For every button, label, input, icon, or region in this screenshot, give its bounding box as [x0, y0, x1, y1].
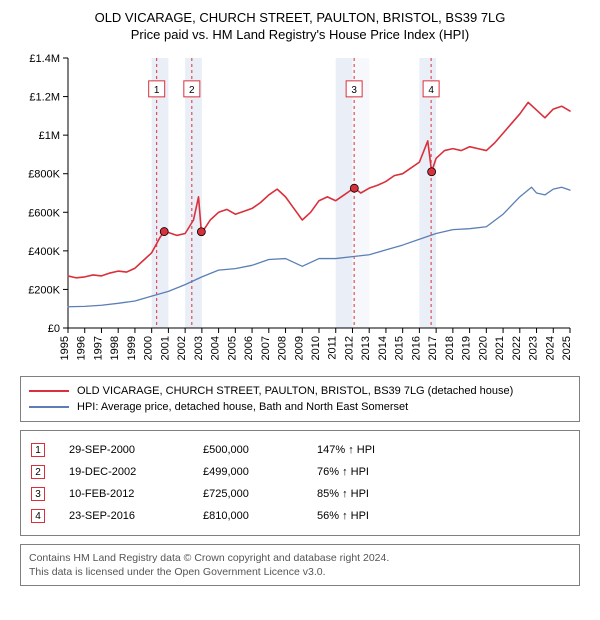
marker-number: 1 [154, 85, 160, 96]
chart-title: OLD VICARAGE, CHURCH STREET, PAULTON, BR… [10, 10, 590, 25]
legend-row: HPI: Average price, detached house, Bath… [29, 399, 571, 415]
x-tick-label: 2025 [561, 336, 573, 360]
y-tick-label: £400K [28, 246, 60, 258]
x-tick-label: 2015 [394, 336, 406, 360]
marker-number: 3 [351, 85, 357, 96]
x-tick-label: 2006 [243, 336, 255, 360]
row-price: £810,000 [203, 510, 293, 522]
year-band [336, 58, 353, 328]
x-tick-label: 2003 [193, 336, 205, 360]
y-tick-label: £1.4M [29, 53, 60, 65]
x-tick-label: 2023 [528, 336, 540, 360]
y-tick-label: £1M [39, 130, 60, 142]
chart-subtitle: Price paid vs. HM Land Registry's House … [10, 27, 590, 42]
legend-label: OLD VICARAGE, CHURCH STREET, PAULTON, BR… [77, 385, 513, 397]
y-tick-label: £800K [28, 169, 60, 181]
x-tick-label: 2012 [343, 336, 355, 360]
table-row: 4 23-SEP-2016 £810,000 56% ↑ HPI [31, 505, 569, 527]
x-tick-label: 2009 [293, 336, 305, 360]
table-row: 1 29-SEP-2000 £500,000 147% ↑ HPI [31, 439, 569, 461]
x-tick-label: 2021 [494, 336, 506, 360]
chart-svg: £0 £200K £400K £600K £800K £1M £1.2M £1.4M 1995 1… [20, 48, 580, 368]
x-tick-label: 2013 [360, 336, 372, 360]
x-tick-label: 2008 [277, 336, 289, 360]
transaction-dot [428, 168, 436, 176]
x-tick-label: 2000 [143, 336, 155, 360]
chart-area: £0 £200K £400K £600K £800K £1M £1.2M £1.4M 1995 1… [20, 48, 580, 368]
row-date: 23-SEP-2016 [69, 510, 179, 522]
legend-swatch [29, 406, 69, 408]
row-date: 29-SEP-2000 [69, 444, 179, 456]
x-tick-label: 1998 [109, 336, 121, 360]
row-pct: 85% ↑ HPI [317, 488, 417, 500]
transaction-dot [350, 184, 358, 192]
row-marker: 3 [31, 487, 45, 501]
row-date: 19-DEC-2002 [69, 466, 179, 478]
x-tick-label: 2001 [159, 336, 171, 360]
legend-label: HPI: Average price, detached house, Bath… [77, 401, 408, 413]
x-tick-label: 2016 [410, 336, 422, 360]
marker-number: 4 [428, 85, 434, 96]
licence-box: Contains HM Land Registry data © Crown c… [20, 544, 580, 586]
table-row: 3 10-FEB-2012 £725,000 85% ↑ HPI [31, 483, 569, 505]
x-tick-label: 2022 [511, 336, 523, 360]
legend-box: OLD VICARAGE, CHURCH STREET, PAULTON, BR… [20, 376, 580, 422]
x-tick-label: 2011 [327, 336, 339, 360]
year-band [419, 58, 436, 328]
row-marker: 1 [31, 443, 45, 457]
x-tick-label: 2005 [226, 336, 238, 360]
x-tick-label: 2004 [210, 336, 222, 360]
transaction-table: 1 29-SEP-2000 £500,000 147% ↑ HPI 2 19-DEC-20… [20, 430, 580, 536]
marker-number: 2 [189, 85, 195, 96]
legend-row: OLD VICARAGE, CHURCH STREET, PAULTON, BR… [29, 383, 571, 399]
legend-swatch [29, 390, 69, 392]
x-tick-label: 2007 [260, 336, 272, 360]
row-marker: 2 [31, 465, 45, 479]
x-tick-label: 2019 [461, 336, 473, 360]
y-tick-label: £600K [28, 207, 60, 219]
x-tick-label: 2017 [427, 336, 439, 360]
row-price: £500,000 [203, 444, 293, 456]
row-price: £725,000 [203, 488, 293, 500]
x-tick-label: 2024 [544, 336, 556, 360]
x-tick-label: 2002 [176, 336, 188, 360]
table-row: 2 19-DEC-2002 £499,000 76% ↑ HPI [31, 461, 569, 483]
y-tick-label: £1.2M [29, 92, 60, 104]
transaction-dot [197, 228, 205, 236]
x-tick-label: 1995 [59, 336, 71, 360]
title-block: OLD VICARAGE, CHURCH STREET, PAULTON, BR… [10, 10, 590, 42]
row-pct: 56% ↑ HPI [317, 510, 417, 522]
y-tick-label: £0 [48, 323, 60, 335]
licence-line-1: Contains HM Land Registry data © Crown c… [29, 551, 571, 565]
x-tick-label: 2010 [310, 336, 322, 360]
x-tick-label: 1999 [126, 336, 138, 360]
x-tick-label: 1997 [92, 336, 104, 360]
row-pct: 76% ↑ HPI [317, 466, 417, 478]
row-pct: 147% ↑ HPI [317, 444, 417, 456]
y-tick-label: £200K [28, 284, 60, 296]
row-price: £499,000 [203, 466, 293, 478]
row-date: 10-FEB-2012 [69, 488, 179, 500]
x-tick-label: 2018 [444, 336, 456, 360]
x-tick-label: 1996 [76, 336, 88, 360]
row-marker: 4 [31, 509, 45, 523]
licence-line-2: This data is licensed under the Open Gov… [29, 565, 571, 579]
x-tick-label: 2014 [377, 336, 389, 360]
year-band [185, 58, 202, 328]
year-band [152, 58, 169, 328]
x-tick-label: 2020 [477, 336, 489, 360]
transaction-dot [160, 228, 168, 236]
